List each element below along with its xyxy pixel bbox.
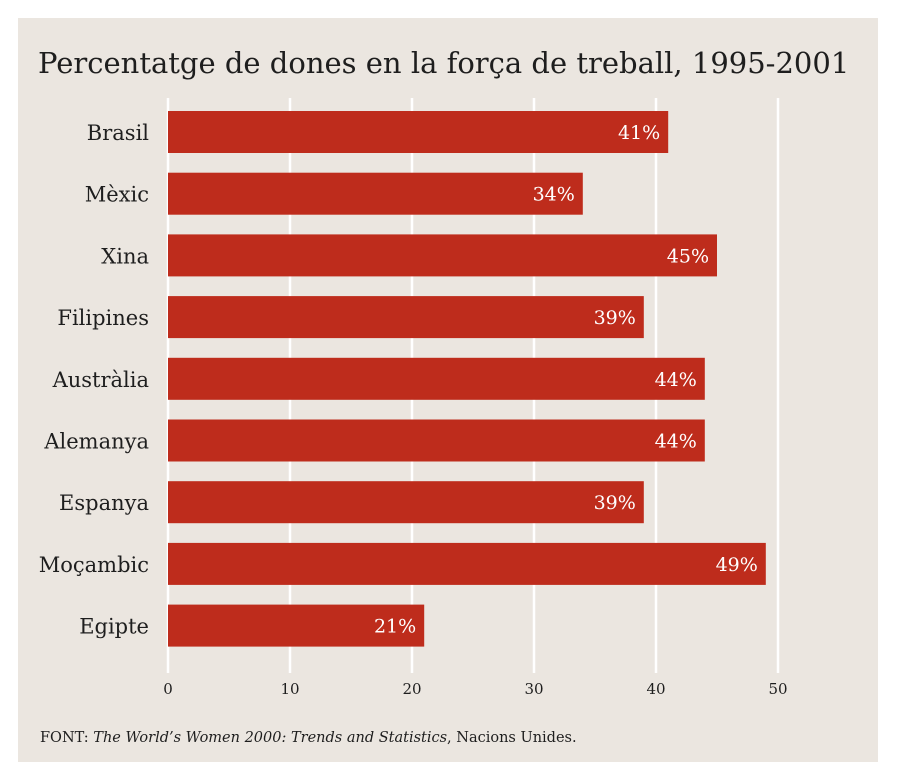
x-tick-label-10: 10 [280, 680, 299, 698]
chart-title: Percentatge de dones en la força de treb… [38, 46, 850, 80]
category-label-6: Espanya [59, 491, 149, 515]
bar-6 [168, 481, 644, 524]
bar-4 [168, 357, 705, 400]
x-tick-label-20: 20 [402, 680, 421, 698]
bar-value-label-3: 39% [594, 307, 636, 329]
bar-value-label-1: 34% [533, 184, 575, 206]
category-label-3: Filipines [57, 306, 149, 330]
bar-8 [168, 604, 425, 647]
category-label-4: Austràlia [52, 368, 149, 392]
category-label-5: Alemanya [43, 430, 149, 454]
x-tick-label-0: 0 [163, 680, 173, 698]
source-suffix: , Nacions Unides. [447, 730, 577, 746]
bar-5 [168, 419, 705, 462]
bar-value-label-2: 45% [667, 245, 709, 267]
category-label-1: Mèxic [85, 183, 149, 207]
bar-value-label-8: 21% [374, 616, 416, 638]
bars: 41% 34% 45% 39% 44% 44% 39% 49% 21% [168, 111, 766, 647]
bar-value-label-0: 41% [618, 122, 660, 144]
bar-2 [168, 234, 717, 277]
source-prefix: FONT: [40, 730, 94, 746]
category-label-8: Egipte [79, 615, 149, 639]
category-label-7: Moçambic [39, 553, 149, 577]
bar-7 [168, 542, 766, 585]
source-note: FONT: The World’s Women 2000: Trends and… [40, 730, 577, 746]
bar-value-label-4: 44% [655, 369, 697, 391]
category-label-0: Brasil [87, 121, 149, 145]
x-tick-label-30: 30 [524, 680, 543, 698]
bar-chart: 41% 34% 45% 39% 44% 44% 39% 49% 21% Brasil Mèxic X… [39, 98, 788, 698]
chart-panel: Percentatge de dones en la força de treb… [18, 18, 878, 762]
bar-0 [168, 111, 669, 153]
x-tick-label-40: 40 [646, 680, 665, 698]
source-work: The World’s Women 2000: Trends and Stati… [93, 730, 448, 746]
bar-1 [168, 172, 583, 215]
x-tick-label-50: 50 [768, 680, 787, 698]
x-axis-ticks: 0 10 20 30 40 50 [163, 680, 787, 698]
bar-value-label-5: 44% [655, 431, 697, 453]
category-labels: Brasil Mèxic Xina Filipines Austràlia Alemany… [39, 121, 150, 639]
bar-value-label-6: 39% [594, 492, 636, 514]
bar-3 [168, 296, 644, 339]
bar-value-label-7: 49% [716, 554, 758, 576]
category-label-2: Xina [101, 244, 149, 268]
